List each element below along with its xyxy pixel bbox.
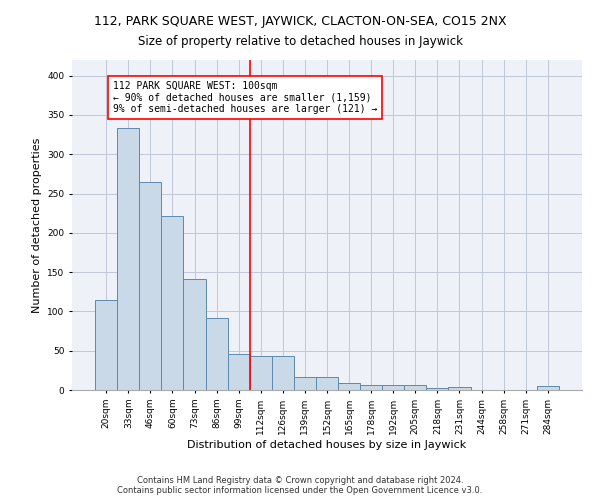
Bar: [360, 384, 382, 390]
Bar: [117, 128, 139, 390]
Bar: [448, 387, 470, 390]
Bar: [272, 356, 294, 390]
Bar: [382, 386, 404, 390]
Bar: [427, 388, 448, 390]
Bar: [161, 216, 184, 390]
Text: Size of property relative to detached houses in Jaywick: Size of property relative to detached ho…: [137, 35, 463, 48]
Bar: [206, 318, 227, 390]
Bar: [338, 383, 360, 390]
Bar: [294, 376, 316, 390]
Bar: [139, 182, 161, 390]
X-axis label: Distribution of detached houses by size in Jaywick: Distribution of detached houses by size …: [187, 440, 467, 450]
Bar: [537, 386, 559, 390]
Bar: [316, 376, 338, 390]
Bar: [404, 384, 427, 390]
Bar: [250, 356, 272, 390]
Text: Contains HM Land Registry data © Crown copyright and database right 2024.
Contai: Contains HM Land Registry data © Crown c…: [118, 476, 482, 495]
Text: 112 PARK SQUARE WEST: 100sqm
← 90% of detached houses are smaller (1,159)
9% of : 112 PARK SQUARE WEST: 100sqm ← 90% of de…: [113, 81, 377, 114]
Bar: [227, 354, 250, 390]
Bar: [184, 279, 206, 390]
Y-axis label: Number of detached properties: Number of detached properties: [32, 138, 41, 312]
Bar: [95, 300, 117, 390]
Text: 112, PARK SQUARE WEST, JAYWICK, CLACTON-ON-SEA, CO15 2NX: 112, PARK SQUARE WEST, JAYWICK, CLACTON-…: [94, 15, 506, 28]
